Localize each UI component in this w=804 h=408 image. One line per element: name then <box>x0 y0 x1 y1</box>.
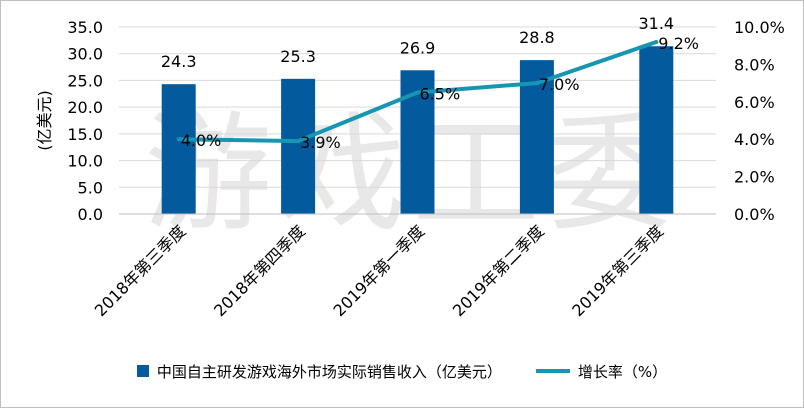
line-point <box>654 39 659 44</box>
y-right-tick-label: 10.0% <box>734 18 785 37</box>
legend: 中国自主研发游戏海外市场实际销售收入（亿美元） 增长率（%） <box>0 356 804 386</box>
line-point <box>296 139 301 144</box>
bar-series <box>161 46 674 215</box>
growth-line-series <box>176 39 659 144</box>
legend-swatch-bar <box>136 365 149 377</box>
y-left-axis-title: (亿美元) <box>35 90 54 151</box>
line-value-label: 3.9% <box>300 133 341 152</box>
line-value-label: 4.0% <box>181 131 222 150</box>
y-left-tick-label: 15.0 <box>67 125 103 144</box>
legend-item-revenue: 中国自主研发游戏海外市场实际销售收入（亿美元） <box>136 361 502 382</box>
y-right-tick-label: 8.0% <box>734 55 775 74</box>
bar-value-label: 25.3 <box>280 47 316 66</box>
y-right-tick-label: 2.0% <box>734 168 775 187</box>
chart-svg: 游戏工委 0.05.010.015.020.025.030.035.00.0%2… <box>35 14 785 320</box>
y-left-tick-label: 10.0 <box>67 152 103 171</box>
bar-value-label: 24.3 <box>161 52 197 71</box>
line-value-label: 7.0% <box>539 75 580 94</box>
legend-label-growth: 增长率（%） <box>577 362 668 381</box>
bar-value-label: 28.8 <box>519 28 555 47</box>
y-left-tick-label: 5.0 <box>78 178 103 197</box>
legend-label-revenue: 中国自主研发游戏海外市场实际销售收入（亿美元） <box>156 362 502 381</box>
y-left-tick-label: 35.0 <box>67 18 103 37</box>
bar <box>639 46 674 215</box>
y-left-tick-label: 30.0 <box>67 45 103 64</box>
y-left-tick-label: 20.0 <box>67 98 103 117</box>
line-point <box>176 137 181 142</box>
y-right-tick-label: 6.0% <box>734 93 775 112</box>
legend-item-growth: 增长率（%） <box>535 361 668 382</box>
y-left-tick-label: 0.0 <box>78 205 103 224</box>
line-point <box>534 81 539 86</box>
line-value-label: 6.5% <box>420 84 461 103</box>
y-right-tick-label: 0.0% <box>734 205 775 224</box>
y-left-tick-label: 25.0 <box>67 71 103 90</box>
line-point <box>415 90 420 95</box>
bar <box>161 84 196 214</box>
legend-swatch-line <box>535 369 570 373</box>
bar-value-label: 26.9 <box>400 38 436 57</box>
y-right-tick-label: 4.0% <box>734 130 775 149</box>
bar-value-label: 31.4 <box>638 14 674 33</box>
data-labels: 24.3 25.3 26.9 28.8 31.4 4.0% 3.9% 6.5% 7.0% 9.2% <box>161 14 699 152</box>
bar <box>281 78 316 214</box>
line-value-label: 9.2% <box>658 34 699 53</box>
x-tick-label: 2018年第三季度 <box>91 221 190 320</box>
